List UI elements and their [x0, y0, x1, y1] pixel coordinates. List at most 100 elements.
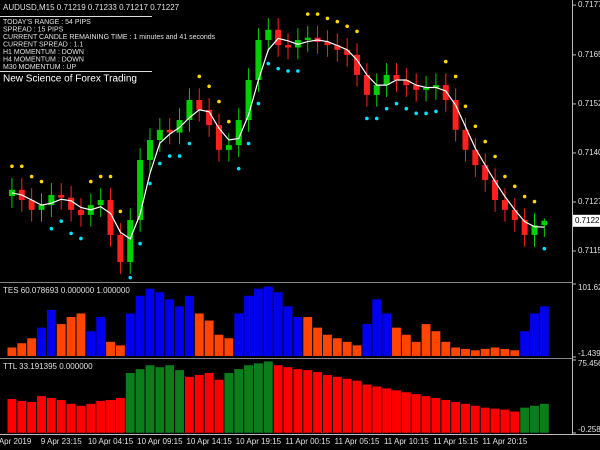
candle-body	[354, 54, 361, 75]
histogram-bar	[135, 369, 145, 433]
histogram-bar	[194, 313, 204, 356]
candle-body	[196, 100, 203, 110]
info-line: H4 MOMENTUM : DOWN	[3, 56, 84, 63]
histogram-bar	[323, 374, 332, 433]
signal-dot	[177, 154, 182, 158]
histogram-bar	[313, 372, 323, 433]
histogram-bar	[66, 317, 76, 356]
price-box	[573, 214, 600, 227]
histogram-bar	[520, 331, 530, 356]
histogram-bar	[224, 338, 234, 356]
histogram-bar	[155, 367, 165, 433]
histogram-bar	[17, 343, 27, 356]
x-tick-label: 11 Apr 05:15	[335, 437, 380, 446]
histogram-bar	[411, 394, 421, 433]
candle-body	[521, 220, 528, 235]
histogram-bar	[313, 327, 323, 356]
candle-body	[472, 149, 479, 166]
signal-dot	[108, 174, 113, 179]
histogram-bar	[106, 341, 115, 356]
signal-dot	[276, 66, 280, 71]
histogram-bar	[539, 403, 549, 433]
y-tick-label: 75.45650	[578, 359, 600, 368]
histogram-bar	[263, 361, 273, 433]
histogram-bar	[332, 376, 342, 433]
histogram-bar	[510, 350, 520, 356]
candle-body	[285, 45, 292, 48]
candle-body	[77, 209, 84, 215]
histogram-bar	[184, 376, 194, 433]
signal-dot	[59, 219, 64, 224]
info-line: SPREAD : 15 PIPS	[3, 26, 64, 33]
histogram-bar	[86, 403, 96, 433]
symbol-header: AUDUSD,M15 0.71219 0.71233 0.71217 0.712…	[3, 3, 180, 12]
histogram-bar	[66, 403, 76, 433]
candle-body	[462, 129, 469, 150]
histogram-bar	[145, 365, 155, 433]
candle-body	[137, 160, 144, 221]
candle-body	[344, 49, 351, 55]
info-line: H1 MOMENTUM : DOWN	[3, 49, 84, 56]
signal-dot	[187, 141, 192, 146]
histogram-bar	[46, 309, 56, 356]
histogram-bar	[273, 365, 283, 433]
signal-dot	[197, 74, 202, 79]
histogram-bar	[520, 407, 530, 433]
x-tick-label: 11 Apr 10:15	[384, 437, 429, 446]
histogram-bar	[96, 400, 106, 433]
candle-body	[413, 85, 420, 90]
signal-dot	[522, 194, 527, 199]
y-tick-label: 0.71777	[578, 0, 600, 9]
signal-dot	[512, 184, 517, 189]
histogram-bar	[37, 396, 46, 433]
candle-body	[176, 120, 183, 133]
moving-average	[11, 37, 545, 240]
histogram-bar	[135, 295, 145, 356]
x-tick-label: 10 Apr 19:15	[236, 437, 282, 446]
histogram-bar	[145, 288, 155, 356]
signal-dot	[335, 19, 340, 24]
signal-dot	[325, 16, 330, 21]
signal-dot	[89, 179, 93, 184]
histogram-bar	[401, 334, 411, 356]
candle-body	[452, 100, 459, 130]
signal-dot	[69, 231, 73, 236]
histogram-bar	[480, 407, 490, 433]
signal-dot	[79, 236, 83, 241]
signal-dot	[493, 154, 497, 159]
signal-dot	[296, 69, 300, 73]
signal-dot	[483, 139, 488, 144]
candle-body	[225, 145, 232, 150]
histogram-bar	[106, 399, 115, 433]
histogram-bar	[362, 384, 372, 433]
histogram-bar	[490, 347, 500, 356]
histogram-bar	[214, 379, 224, 433]
signal-dot	[10, 164, 14, 169]
candle-body	[324, 41, 331, 46]
histogram-bar	[27, 401, 37, 433]
histogram-bar	[500, 409, 510, 433]
signal-dot	[39, 179, 44, 184]
signal-dot	[434, 109, 438, 114]
histogram-bar	[76, 405, 86, 433]
signal-dot	[158, 161, 162, 166]
histogram-bar	[352, 345, 362, 356]
histogram-bar	[7, 347, 17, 356]
histogram-bar	[37, 327, 46, 356]
histogram-bar	[500, 348, 510, 356]
x-tick-label: 11 Apr 15:15	[433, 437, 478, 446]
candle-body	[531, 225, 538, 235]
x-tick-label: 9 Apr 2019	[0, 437, 32, 446]
signal-dot	[266, 61, 271, 66]
candle-body	[107, 200, 114, 235]
candle-body	[334, 45, 341, 50]
x-tick-label: 11 Apr 00:15	[285, 437, 330, 446]
candle-body	[541, 220, 548, 226]
candle-body	[156, 129, 163, 141]
histogram-bar	[421, 396, 431, 433]
signal-dot	[345, 24, 349, 29]
candle-body	[215, 125, 222, 150]
histogram-bar	[194, 374, 204, 433]
histogram-bar	[283, 367, 293, 433]
